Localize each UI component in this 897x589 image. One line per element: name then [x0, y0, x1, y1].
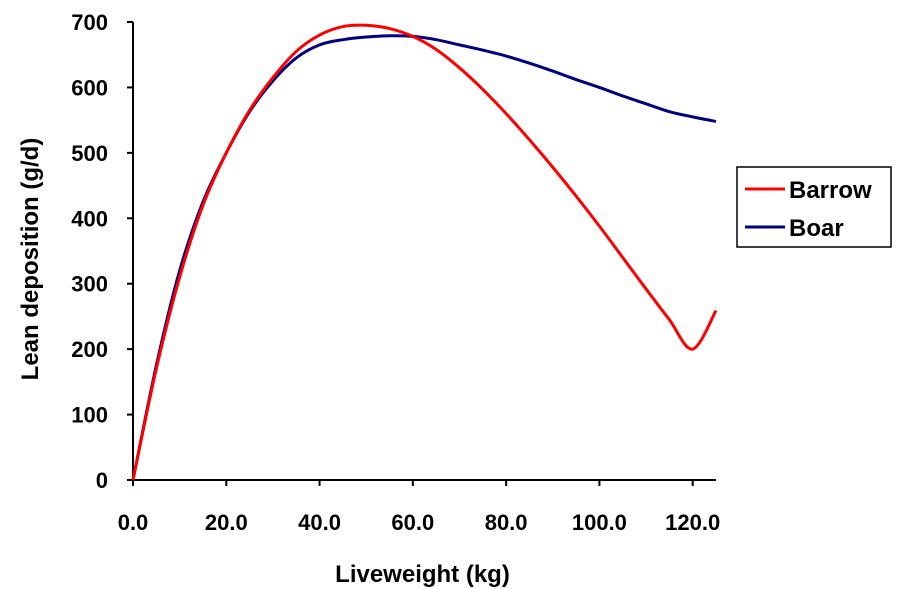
x-axis-ticks: 0.0 20.0 40.0 60.0 80.0 100.0 120.0	[118, 480, 720, 535]
legend-label-barrow: Barrow	[789, 177, 872, 204]
x-tick-label: 120.0	[665, 510, 720, 535]
y-axis-title: Lean deposition (g/d)	[17, 138, 44, 381]
axes	[132, 22, 716, 481]
y-tick-label: 300	[71, 272, 108, 297]
x-tick-label: 40.0	[298, 510, 341, 535]
y-tick-label: 500	[71, 141, 108, 166]
x-tick-label: 60.0	[391, 510, 434, 535]
y-tick-label: 100	[71, 403, 108, 428]
x-axis-title: Liveweight (kg)	[335, 561, 510, 588]
legend-label-boar: Boar	[789, 215, 844, 242]
y-tick-label: 600	[71, 75, 108, 100]
x-tick-label: 80.0	[485, 510, 528, 535]
y-tick-label: 400	[71, 206, 108, 231]
series-lines	[131, 23, 718, 481]
y-tick-label: 700	[71, 10, 108, 35]
legend-box	[736, 166, 892, 248]
x-tick-label: 0.0	[118, 510, 149, 535]
y-tick-label: 200	[71, 337, 108, 362]
series-line-boar	[131, 34, 717, 481]
legend: Barrow Boar	[736, 166, 892, 248]
y-tick-label: 0	[96, 468, 108, 493]
x-tick-label: 20.0	[205, 510, 248, 535]
x-tick-label: 100.0	[572, 510, 627, 535]
y-axis-ticks: 0 100 200 300 400 500 600 700	[71, 10, 133, 493]
series-line-barrow	[131, 23, 718, 481]
